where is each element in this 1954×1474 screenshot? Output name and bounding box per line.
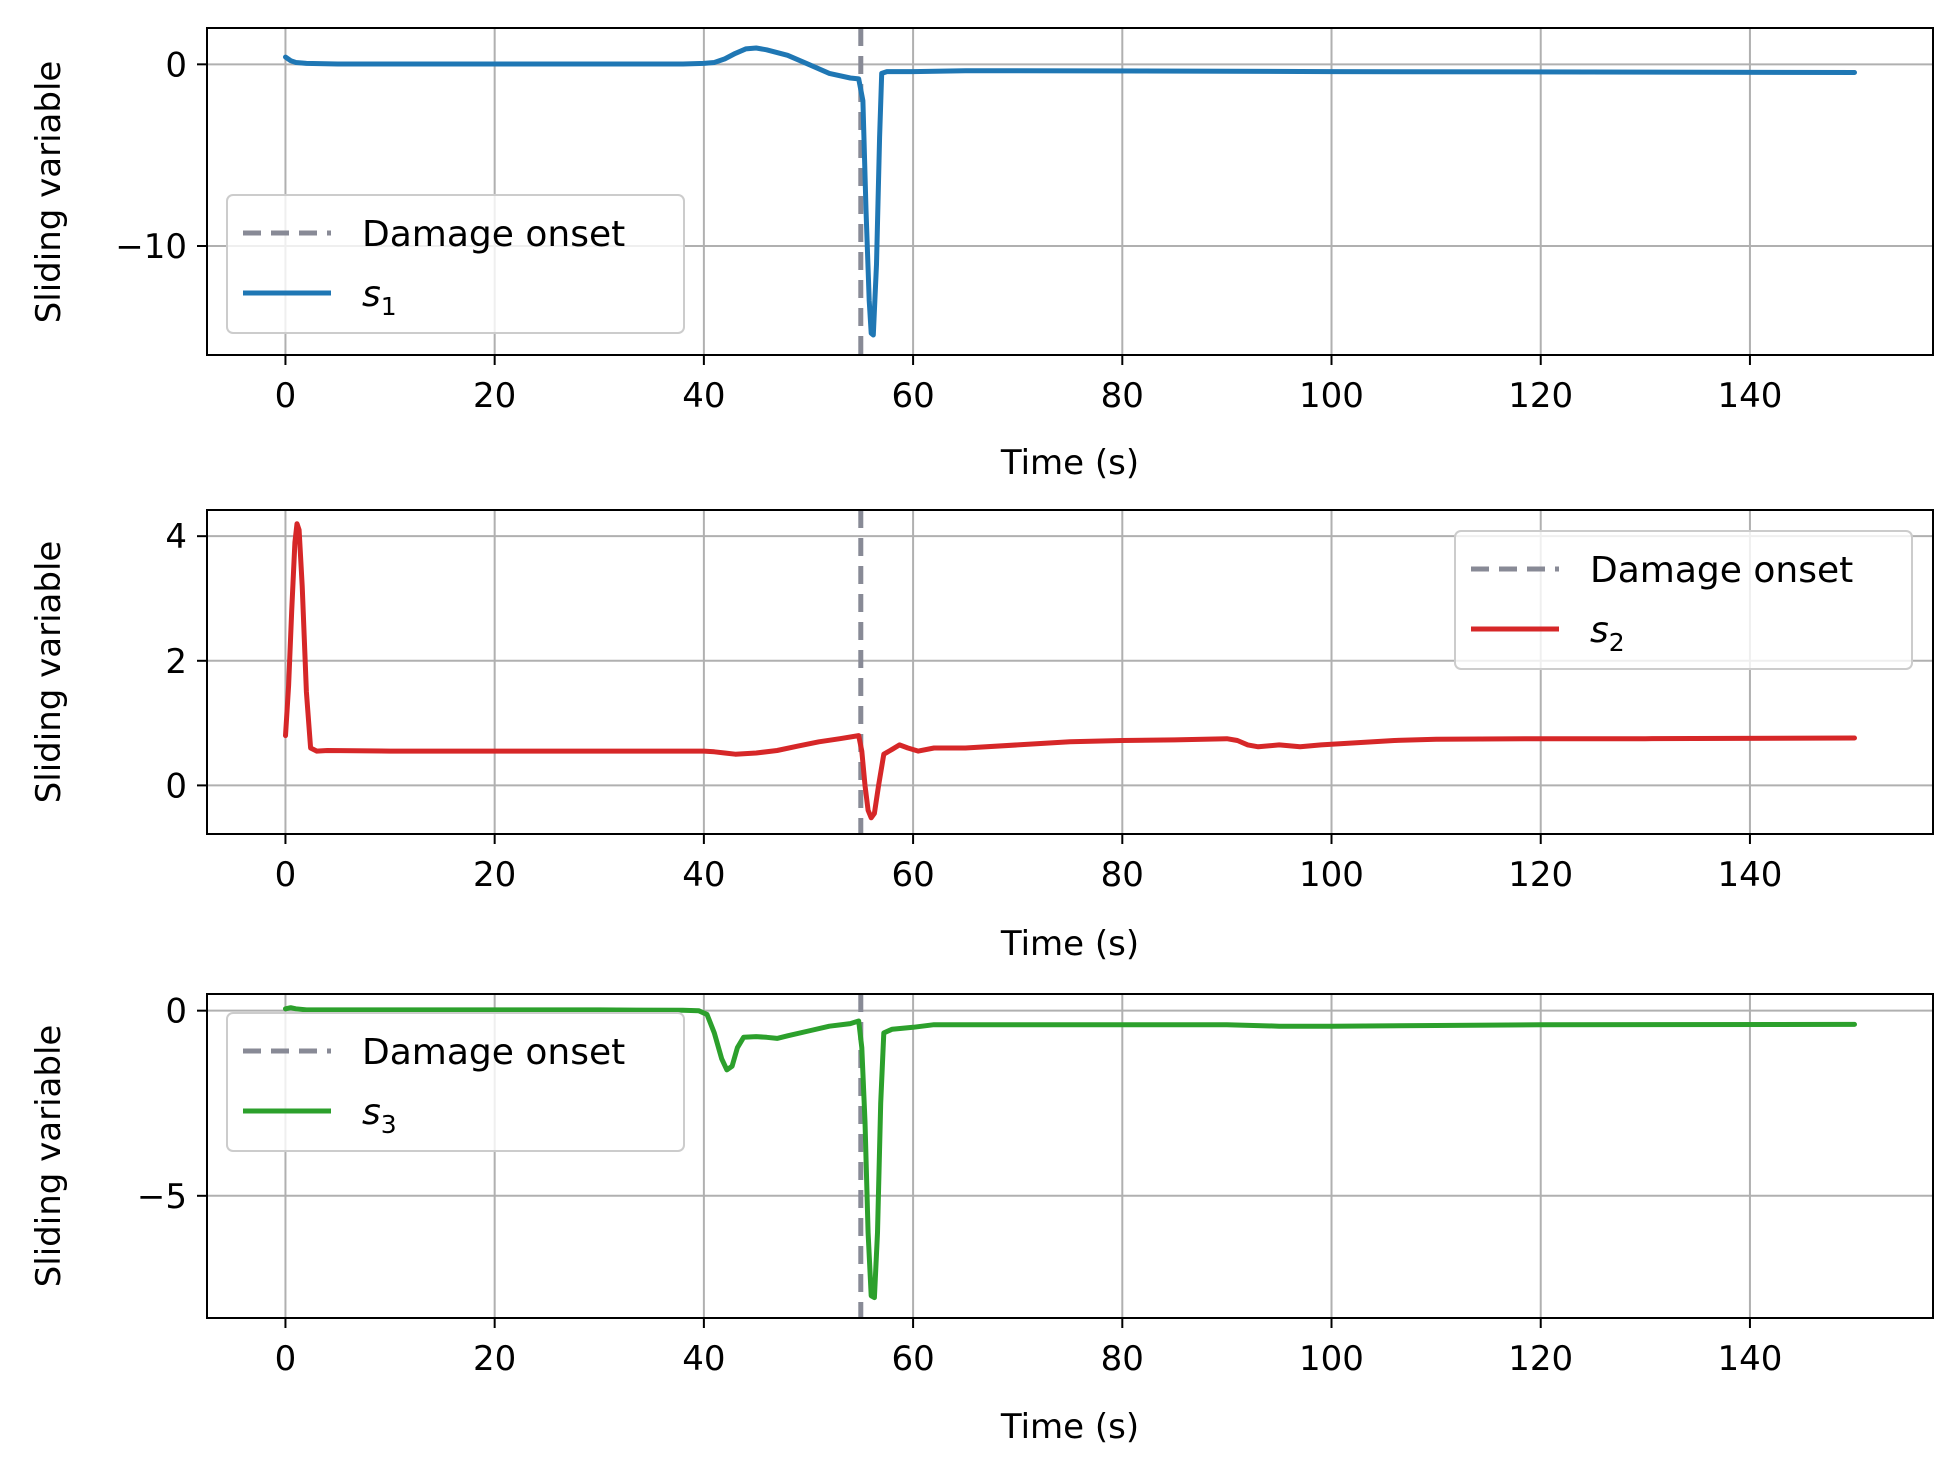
y-tick-label: 2 (165, 642, 187, 682)
x-tick-label: 60 (891, 1339, 934, 1379)
legend-damage-onset-label: Damage onset (1590, 550, 1853, 591)
y-axis: 4 2 0 (165, 517, 207, 806)
x-tick-label: 140 (1717, 855, 1782, 895)
x-tick-label: 20 (473, 855, 516, 895)
panel-2: 0 20 40 60 80 100 120 140 420 Time (s) Sliding … (29, 509, 1934, 964)
axes-frame (206, 27, 1934, 356)
y-tick-label: 0 (165, 45, 187, 85)
legend-s1-label: s1 (362, 274, 397, 321)
series-line-s1 (283, 45, 1857, 338)
legend-frame (226, 1012, 685, 1152)
x-tick-label: 0 (275, 1339, 297, 1379)
x-tick-label: 40 (682, 855, 725, 895)
series-layer (283, 1005, 1857, 1301)
legend-s2-name: s (1590, 610, 1609, 651)
series-layer (283, 521, 1857, 821)
x-tick-label: 140 (1717, 1339, 1782, 1379)
y-tick-label: 0 (165, 992, 187, 1032)
x-tick-label: 100 (1299, 376, 1364, 416)
legend: Damage onset s1 (226, 194, 685, 334)
panel-3: 0 20 40 60 80 100 120 140 0 −5 Time (s) Sliding … (29, 992, 1934, 1447)
legend: Damage onset s3 (226, 1012, 685, 1152)
axes-frame (206, 993, 1934, 1319)
y-axis-label: Sliding variable (29, 1025, 69, 1288)
x-tick-label: 140 (1717, 376, 1782, 416)
legend-s1-name: s (362, 274, 381, 315)
x-tick-label: 120 (1508, 855, 1573, 895)
x-tick-label: 20 (473, 1339, 516, 1379)
x-tick-label: 120 (1508, 1339, 1573, 1379)
x-tick-label: 80 (1101, 1339, 1144, 1379)
y-tick-label: 0 (165, 766, 187, 806)
x-tick-label: 0 (275, 376, 297, 416)
y-tick-label: −10 (115, 227, 187, 267)
y-axis-label: Sliding variable (29, 61, 69, 324)
series-line-s3 (283, 1005, 1857, 1301)
y-tick-label: −5 (137, 1177, 187, 1217)
legend-s3-subscript: 3 (381, 1110, 397, 1139)
legend-s2-subscript: 2 (1609, 628, 1625, 657)
legend: Damage onset s2 (1454, 530, 1913, 670)
series-line-s2 (283, 521, 1857, 821)
x-axis: 0 20 40 60 80 100 120 140 (275, 1318, 1782, 1379)
x-tick-label: 100 (1299, 855, 1364, 895)
legend-s2-label: s2 (1590, 610, 1625, 657)
legend-frame (226, 194, 685, 334)
x-tick-label: 80 (1101, 376, 1144, 416)
x-tick-label: 120 (1508, 376, 1573, 416)
legend-s3-name: s (362, 1092, 381, 1133)
axes-frame (206, 509, 1934, 835)
y-axis: 0 −10 (115, 45, 207, 267)
legend-damage-onset-label: Damage onset (362, 214, 625, 255)
legend-s1-subscript: 1 (381, 292, 397, 321)
series-layer (283, 45, 1857, 338)
legend-s3-label: s3 (362, 1092, 397, 1139)
legend-frame (1454, 530, 1913, 670)
y-tick-label: 4 (165, 517, 187, 557)
x-tick-label: 40 (682, 376, 725, 416)
x-tick-label: 80 (1101, 855, 1144, 895)
x-tick-label: 60 (891, 376, 934, 416)
legend-damage-onset-label: Damage onset (362, 1032, 625, 1073)
panel-1: 0 20 40 60 80 100 120 140 0 −10 Time (s) Sliding… (29, 27, 1934, 483)
y-axis: 0 −5 (137, 992, 207, 1217)
x-axis: 0 20 40 60 80 100 120 140 (275, 834, 1782, 895)
x-axis-label: Time (s) (1000, 924, 1139, 964)
x-axis-label: Time (s) (1000, 443, 1139, 483)
y-axis-label: Sliding variable (29, 541, 69, 804)
x-tick-label: 20 (473, 376, 516, 416)
x-tick-label: 100 (1299, 1339, 1364, 1379)
x-tick-label: 40 (682, 1339, 725, 1379)
x-axis: 0 20 40 60 80 100 120 140 (275, 355, 1782, 416)
x-axis-label: Time (s) (1000, 1407, 1139, 1447)
x-tick-label: 0 (275, 855, 297, 895)
x-tick-label: 60 (891, 855, 934, 895)
